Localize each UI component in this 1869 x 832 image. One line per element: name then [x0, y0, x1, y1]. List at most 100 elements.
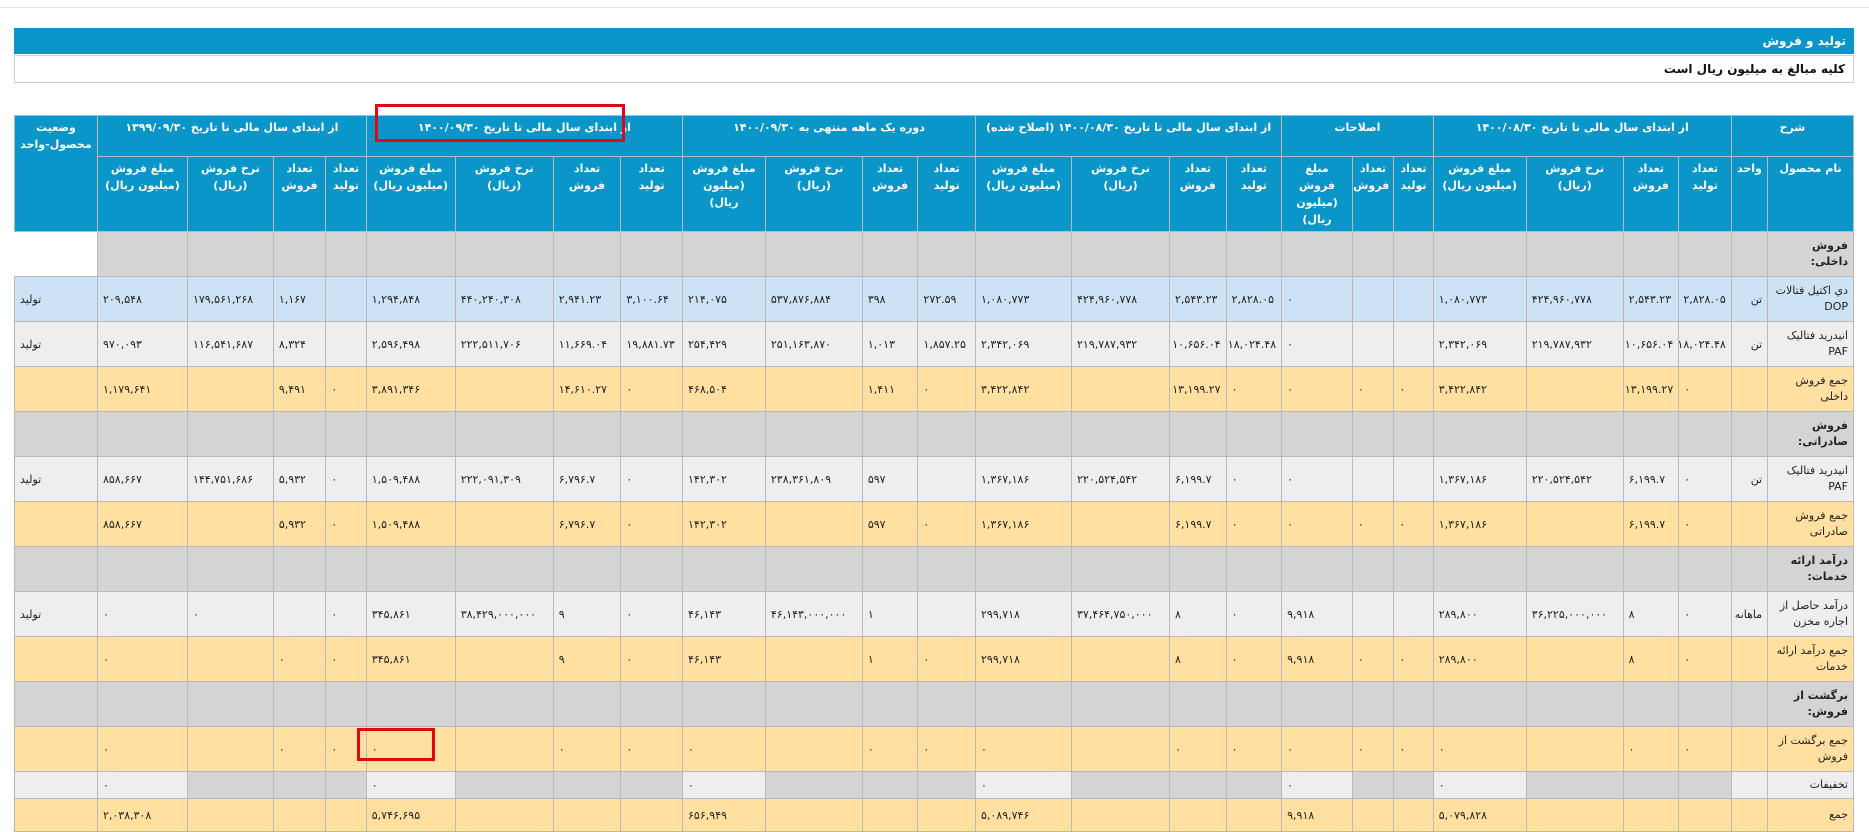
table-cell: ۰: [620, 591, 684, 637]
table-cell: [1525, 411, 1624, 457]
table-cell: ۱,۵۰۹,۴۸۸: [365, 501, 456, 547]
table-cell: [861, 771, 919, 799]
table-cell: ۹,۹۱۸: [1281, 636, 1353, 682]
table-row: فروش صادراتی:: [14, 411, 1854, 457]
table-row: درآمد ارائه خدمات:: [14, 546, 1854, 592]
table-cell: [1525, 366, 1624, 412]
table-cell: [1351, 681, 1395, 727]
table-cell: [325, 321, 367, 367]
table-cell: [1071, 366, 1171, 412]
row-unit: [1730, 798, 1769, 832]
row-name: جمع درآمد ارائه خدمات: [1767, 636, 1854, 682]
table-cell: ۲,۵۴۳.۲۳: [1622, 276, 1680, 322]
row-name: جمع فروش صادراتی: [1767, 501, 1854, 547]
table-cell: ۸: [1622, 591, 1680, 637]
table-cell: ۲,۸۲۸.۰۵: [1678, 276, 1732, 322]
table-row: تخفیفات ۰ ۰ ۰ ۰ ۰ ۰: [14, 771, 1854, 799]
table-cell: ۱۰,۶۵۶.۰۴: [1622, 321, 1680, 367]
row-status: [14, 681, 98, 727]
table-cell: ۲,۵۴۳.۲۳: [1169, 276, 1227, 322]
sub-header-amount: مبلغ فروش (میلیون ریال): [1432, 156, 1527, 232]
table-cell: ۲۵۱,۱۶۳,۸۷۰: [764, 321, 863, 367]
row-name: فروش صادراتی:: [1767, 411, 1854, 457]
table-cell: ۰: [974, 771, 1073, 799]
table-cell: [1525, 636, 1624, 682]
table-cell: ۰: [1225, 726, 1283, 772]
table-cell: [1393, 231, 1434, 277]
table-cell: ۳۴۵,۸۶۱: [365, 636, 456, 682]
table-cell: [1169, 798, 1227, 832]
row-unit: [1730, 681, 1769, 727]
table-cell: ۶,۱۹۹.۷: [1622, 501, 1680, 547]
table-cell: [764, 681, 863, 727]
sub-header-prod: تعداد تولید: [1393, 156, 1434, 232]
row-status: تولید: [14, 321, 98, 367]
table-cell: ۸۵۸,۶۶۷: [96, 456, 188, 502]
table-cell: ۰: [1432, 726, 1527, 772]
table-cell: ۳,۴۲۲,۸۴۲: [974, 366, 1073, 412]
row-status: تولید: [14, 456, 98, 502]
group-header-adjustments: اصلاحات: [1281, 115, 1434, 157]
table-cell: [861, 546, 919, 592]
table-cell: ۰: [1622, 726, 1680, 772]
table-cell: ۱۷۹,۵۶۱,۲۶۸: [186, 276, 274, 322]
table-cell: ۰: [1281, 321, 1353, 367]
table-cell: ۴۶۸,۵۰۴: [682, 366, 766, 412]
highlight-box-period-header: [375, 104, 625, 142]
table-cell: ۸: [1169, 591, 1227, 637]
table-cell: [1281, 546, 1353, 592]
table-cell: [325, 411, 367, 457]
row-name: انيدريد فتاليک PAF: [1767, 456, 1854, 502]
table-cell: ۱,۳۶۷,۱۸۶: [974, 501, 1073, 547]
table-cell: [365, 681, 456, 727]
row-name: دي اكتيل فتالات DOP: [1767, 276, 1854, 322]
table-row: دي اكتيل فتالات DOP تن ۲,۸۲۸.۰۵ ۲,۵۴۳.۲۳ ۴۲۴…: [14, 276, 1854, 322]
table-cell: ۰: [1281, 276, 1353, 322]
table-cell: [1071, 546, 1171, 592]
table-cell: ۵,۹۳۲: [272, 456, 327, 502]
table-cell: [454, 366, 554, 412]
table-cell: ۲,۵۹۶,۴۹۸: [365, 321, 456, 367]
table-cell: ۱,۰۸۰,۷۷۳: [974, 276, 1073, 322]
table-cell: ۰: [861, 726, 919, 772]
table-cell: [1678, 771, 1732, 799]
table-cell: ۰: [552, 726, 622, 772]
production-sales-table: شرح از ابتدای سال مالی تا تاریخ ۱۴۰۰/۰۸/…: [14, 115, 1855, 832]
row-unit: تن: [1730, 321, 1769, 367]
table-cell: ۲۲۰,۵۲۴,۵۴۲: [1525, 456, 1624, 502]
table-cell: [1169, 231, 1227, 277]
row-name: جمع: [1767, 798, 1854, 832]
table-cell: ۰: [917, 636, 976, 682]
table-cell: [1351, 591, 1395, 637]
table-cell: ۵۹۷: [861, 456, 919, 502]
table-cell: [1393, 798, 1434, 832]
table-cell: ۴۲۴,۹۶۰,۷۷۸: [1525, 276, 1624, 322]
table-cell: [1525, 546, 1624, 592]
table-cell: ۰: [1281, 726, 1353, 772]
table-cell: ۱۱,۶۶۹.۰۴: [552, 321, 622, 367]
table-cell: ۴۴۰,۲۴۰,۳۰۸: [454, 276, 554, 322]
table-cell: [1351, 771, 1395, 799]
sub-header-sales: تعداد فروش: [861, 156, 919, 232]
table-cell: [620, 411, 684, 457]
table-cell: [764, 726, 863, 772]
sub-header-amount: مبلغ فروش (میلیون ریال): [682, 156, 766, 232]
table-cell: ۰: [682, 726, 766, 772]
table-cell: [1351, 456, 1395, 502]
table-cell: ۶,۱۹۹.۷: [1622, 456, 1680, 502]
table-cell: [1351, 411, 1395, 457]
table-cell: [620, 231, 684, 277]
table-cell: [1432, 411, 1527, 457]
table-cell: [186, 681, 274, 727]
table-cell: [365, 546, 456, 592]
row-name: درآمد حاصل از اجاره مخزن: [1767, 591, 1854, 637]
table-cell: ۳۶,۲۲۵,۰۰۰,۰۰۰: [1525, 591, 1624, 637]
table-cell: [272, 411, 327, 457]
table-cell: [325, 681, 367, 727]
table-cell: ۰: [917, 726, 976, 772]
table-cell: [454, 798, 554, 832]
table-cell: ۲,۸۲۸.۰۵: [1225, 276, 1283, 322]
table-cell: ۰: [96, 591, 188, 637]
table-cell: [620, 546, 684, 592]
table-cell: ۰: [620, 501, 684, 547]
